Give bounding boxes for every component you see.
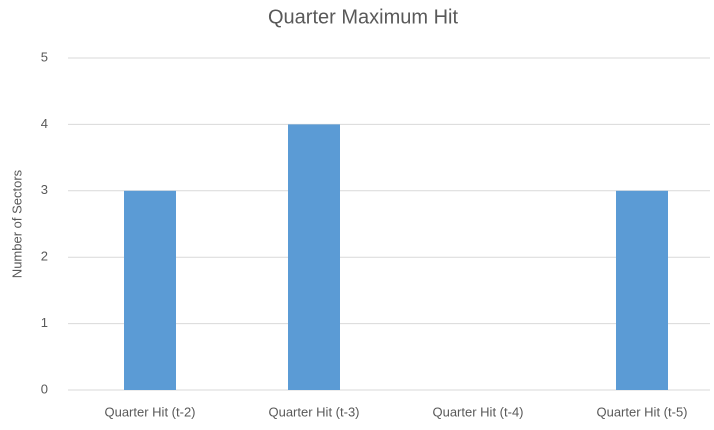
y-tick-label: 5 (41, 49, 48, 64)
y-tick-label: 4 (41, 116, 48, 131)
y-tick-label: 1 (41, 315, 48, 330)
y-tick-label: 3 (41, 182, 48, 197)
y-tick-label: 2 (41, 249, 48, 264)
x-tick-label: Quarter Hit (t-5) (596, 404, 687, 419)
bar (616, 190, 668, 390)
y-tick-label: 0 (41, 381, 48, 396)
chart-title: Quarter Maximum Hit (268, 6, 458, 28)
x-tick-label: Quarter Hit (t-2) (104, 404, 195, 419)
x-tick-label: Quarter Hit (t-4) (432, 404, 523, 419)
x-tick-label: Quarter Hit (t-3) (268, 404, 359, 419)
bar (288, 124, 340, 391)
y-axis-label: Number of Sectors (9, 169, 24, 278)
bar (124, 190, 176, 390)
